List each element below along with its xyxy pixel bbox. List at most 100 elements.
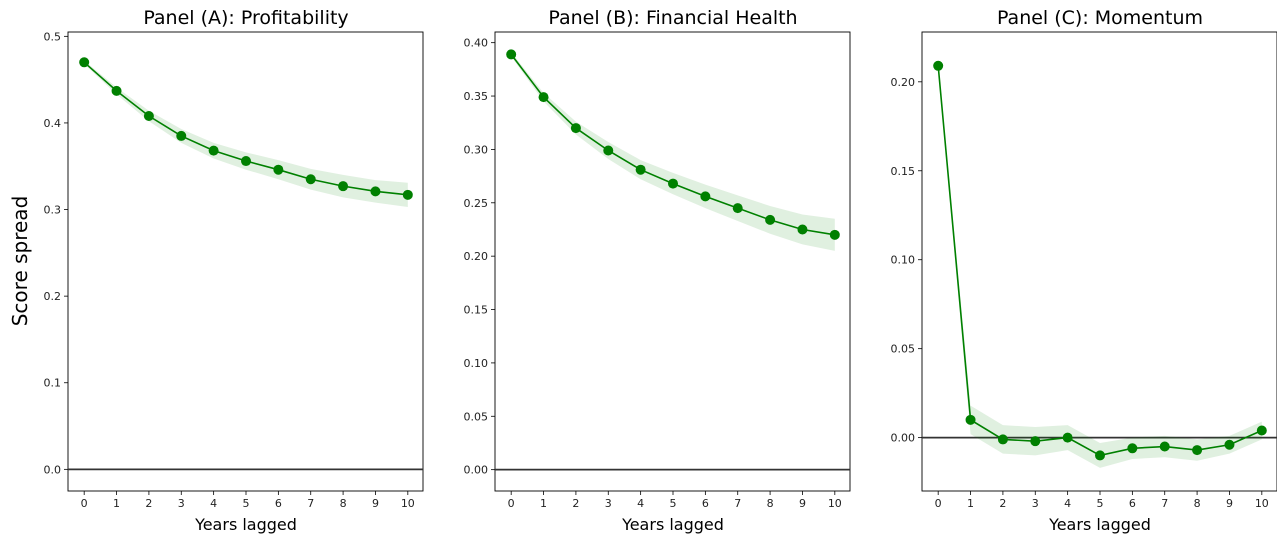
data-point	[273, 164, 284, 175]
data-point	[732, 203, 743, 214]
x-tick-label: 8	[340, 497, 347, 510]
x-tick-label: 8	[767, 497, 774, 510]
y-tick-label: 0.40	[464, 37, 489, 50]
x-tick-label: 10	[1255, 497, 1269, 510]
confidence-band	[938, 62, 1262, 468]
data-point	[668, 178, 678, 189]
x-tick-label: 3	[1032, 497, 1039, 510]
x-tick-label: 6	[702, 497, 709, 510]
y-tick-label: 0.00	[891, 432, 916, 445]
series-line	[83, 61, 408, 196]
x-tick-label: 3	[178, 497, 185, 510]
panel-title: Panel (A): Profitability	[143, 7, 348, 29]
x-tick-label: 9	[1226, 497, 1233, 510]
y-tick-label: 0.05	[464, 410, 489, 423]
y-tick-label: 0.20	[464, 250, 489, 263]
data-point	[370, 186, 381, 197]
panel-financial-health: Panel (B): Financial Health Years lagged 0…	[464, 7, 851, 534]
y-tick-label: 0.5	[44, 30, 62, 43]
x-tick-label: 0	[508, 497, 515, 510]
data-point	[1256, 425, 1267, 436]
data-point	[305, 174, 316, 185]
x-axis-label: Years lagged	[194, 515, 297, 534]
axes-frame	[67, 31, 424, 492]
y-tick-label: 0.30	[464, 143, 489, 156]
y-tick-label: 0.35	[464, 90, 489, 103]
data-point	[965, 414, 976, 425]
y-tick-label: 0.10	[464, 357, 489, 370]
data-point	[1030, 436, 1041, 447]
data-point	[570, 123, 581, 134]
x-tick-label: 4	[1064, 497, 1071, 510]
x-tick-label: 2	[572, 497, 579, 510]
data-point	[538, 92, 549, 103]
y-tick-label: 0.00	[464, 464, 489, 477]
x-tick-label: 6	[1129, 497, 1136, 510]
x-tick-label: 1	[540, 497, 547, 510]
axes-frame	[921, 31, 1277, 492]
x-axis-label: Years lagged	[621, 515, 724, 534]
x-tick-label: 2	[145, 497, 152, 510]
x-tick-label: 4	[210, 497, 217, 510]
x-tick-label: 10	[828, 497, 842, 510]
x-tick-label: 5	[243, 497, 250, 510]
data-point	[997, 434, 1008, 445]
data-point	[143, 111, 154, 122]
y-tick-label: 0.3	[44, 204, 62, 217]
y-tick-label: 0.05	[891, 343, 916, 356]
x-tick-label: 7	[307, 497, 314, 510]
panel-momentum: Panel (C): Momentum Years lagged 0 1 2 3 4 5 6 7 8…	[891, 7, 1277, 534]
data-point	[765, 214, 776, 225]
y-tick-label: 0.15	[464, 304, 489, 317]
x-tick-label: 5	[1097, 497, 1104, 510]
x-tick-label: 4	[637, 497, 644, 510]
y-tick-label: 0.0	[44, 463, 62, 476]
data-point	[506, 49, 517, 60]
x-tick-label: 7	[1161, 497, 1168, 510]
x-tick-label: 5	[670, 497, 677, 510]
x-tick-label: 2	[999, 497, 1006, 510]
y-tick-label: 0.2	[44, 290, 62, 303]
data-point	[635, 164, 646, 175]
x-tick-label: 8	[1194, 497, 1201, 510]
panel-title: Panel (B): Financial Health	[548, 7, 797, 29]
data-point	[933, 60, 944, 71]
x-tick-label: 1	[113, 497, 120, 510]
data-point	[603, 145, 614, 156]
data-point	[79, 57, 90, 68]
data-point	[700, 191, 711, 202]
series-line	[510, 53, 835, 236]
data-point	[1062, 432, 1073, 443]
x-tick-label: 7	[734, 497, 741, 510]
confidence-band	[511, 52, 835, 251]
data-point	[1224, 439, 1235, 450]
y-tick-label: 0.25	[464, 197, 489, 210]
confidence-band	[84, 60, 408, 207]
x-tick-label: 9	[372, 497, 379, 510]
data-point	[176, 130, 187, 141]
x-tick-label: 6	[275, 497, 282, 510]
x-tick-label: 10	[401, 497, 415, 510]
series-line	[937, 65, 1263, 457]
data-point	[402, 189, 413, 200]
y-tick-label: 0.20	[891, 76, 916, 89]
data-point	[1127, 443, 1138, 454]
data-point	[1095, 450, 1105, 461]
x-tick-label: 0	[81, 497, 88, 510]
y-tick-label: 0.4	[44, 117, 62, 130]
data-point	[111, 85, 122, 96]
y-tick-label: 0.1	[44, 377, 62, 390]
x-axis-label: Years lagged	[1048, 515, 1151, 534]
data-point	[829, 229, 840, 240]
panel-title: Panel (C): Momentum	[997, 7, 1203, 29]
data-point	[241, 156, 251, 167]
y-tick-label: 0.15	[891, 165, 916, 178]
data-point	[1159, 441, 1170, 452]
x-tick-label: 1	[967, 497, 974, 510]
data-point	[208, 145, 219, 156]
data-point	[797, 224, 808, 235]
panel-profitability: Panel (A): Profitability Years lagged 0 1 2 3…	[44, 7, 424, 534]
x-tick-label: 3	[605, 497, 612, 510]
data-point	[1192, 445, 1203, 456]
